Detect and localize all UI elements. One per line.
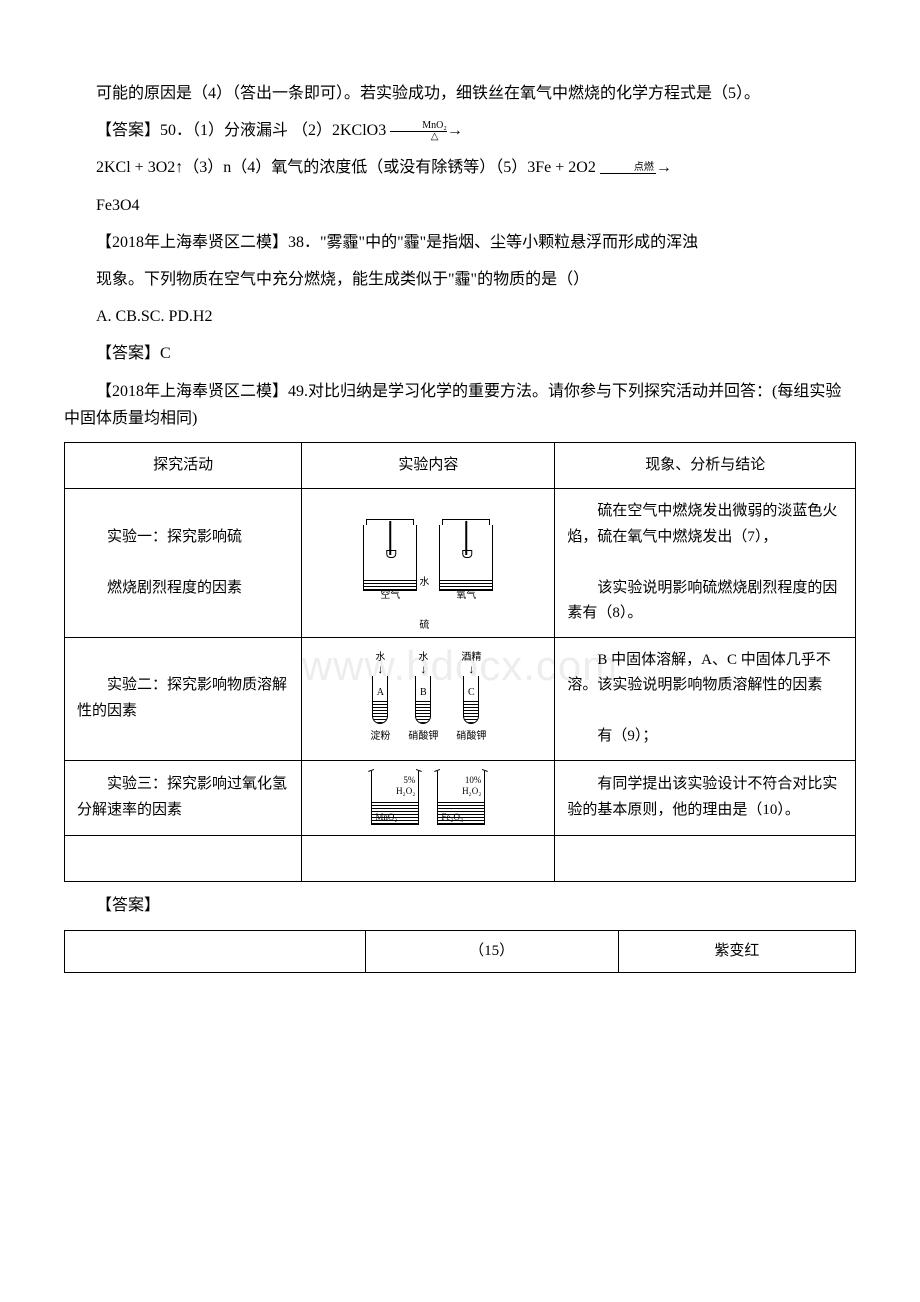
- down-arrow-icon: ↓: [420, 665, 426, 675]
- catalyst-label: MnO₂: [390, 121, 447, 131]
- reaction-condition-mno2: MnO₂ △: [390, 121, 447, 142]
- tube-b: 水 ↓ B 硝酸钾: [408, 653, 438, 746]
- result-2-text-a: B 中固体溶解，A、C 中固体几乎不溶。该实验说明影响物质溶解性的因素: [567, 648, 843, 699]
- tube-letter-b: B: [420, 684, 427, 701]
- answer-50-line2: 2KCl + 3O2↑（3）n（4）氧气的浓度低（或没有除锈等）（5）3Fe +…: [64, 154, 856, 181]
- cell-result-2: B 中固体溶解，A、C 中固体几乎不溶。该实验说明影响物质溶解性的因素 有（9）…: [555, 637, 856, 760]
- q38-line2: 现象。下列物质在空气中充分燃烧，能生成类似于"霾"的物质的是（）: [64, 266, 856, 293]
- tube-letter-c: C: [468, 684, 475, 701]
- result-2-text-b: 有（9）；: [567, 724, 843, 750]
- activity-3-text: 实验三：探究影响过氧化氢分解速率的因素: [77, 772, 289, 823]
- answer-cell-empty: [65, 930, 366, 973]
- ignite-label: 点燃: [600, 163, 656, 174]
- water-label: 水: [419, 574, 429, 591]
- activity-1-text-b: 燃烧剧烈程度的因素: [77, 576, 289, 602]
- tube-c-solute: 硝酸钾: [456, 728, 486, 745]
- jar-oxygen: 氧气: [439, 525, 493, 591]
- header-content: 实验内容: [302, 442, 555, 489]
- answer-label: 【答案】: [64, 892, 856, 919]
- cell-result-1: 硫在空气中燃烧发出微弱的淡蓝色火焰，硫在氧气中燃烧发出（7）， 该实验说明影响硫…: [555, 489, 856, 638]
- beakers-diagram: 5% H₂O₂ MnO₂ 10% H₂O₂ Fe₂O₃: [314, 771, 542, 825]
- down-arrow-icon: ↓: [377, 665, 383, 675]
- heat-label: △: [390, 131, 447, 142]
- q49-stem: 【2018年上海奉贤区二模】49.对比归纳是学习化学的重要方法。请你参与下列探究…: [64, 378, 856, 432]
- cell-activity-2: 实验二：探究影响物质溶解性的因素: [65, 637, 302, 760]
- beaker-2-catalyst: Fe₂O₃: [441, 813, 463, 822]
- activity-2-text: 实验二：探究影响物质溶解性的因素: [77, 673, 289, 724]
- beaker-1: 5% H₂O₂ MnO₂: [371, 771, 419, 825]
- cell-activity-3: 实验三：探究影响过氧化氢分解速率的因素: [65, 760, 302, 835]
- table-row-empty: [65, 835, 856, 882]
- sulfur-jars-diagram: 空气 硫 水 氧气: [314, 519, 542, 607]
- table-row: 实验三：探究影响过氧化氢分解速率的因素 5% H₂O₂ MnO₂ 10%: [65, 760, 856, 835]
- cell-activity-1: 实验一：探究影响硫 燃烧剧烈程度的因素: [65, 489, 302, 638]
- empty-cell: [302, 835, 555, 882]
- beaker-2-labels: 10% H₂O₂: [441, 775, 481, 797]
- result-1-text-b: 该实验说明影响硫燃烧剧烈程度的因素有（8）。: [567, 576, 843, 627]
- answer-50-line1: 【答案】50．（1）分液漏斗 （2）2KClO3 MnO₂ △ →: [64, 117, 856, 144]
- reaction-condition-ignite: 点燃: [600, 163, 656, 174]
- tube-c: 酒精 ↓ C 硝酸钾: [456, 653, 486, 746]
- sulfur-label: 硫: [419, 617, 429, 634]
- q38-answer: 【答案】C: [64, 340, 856, 367]
- result-1-text-a: 硫在空气中燃烧发出微弱的淡蓝色火焰，硫在氧气中燃烧发出（7），: [567, 499, 843, 550]
- tube-a: 水 ↓ A 淀粉: [370, 653, 390, 746]
- tube-a-solute: 淀粉: [370, 728, 390, 745]
- result-3-text: 有同学提出该实验设计不符合对比实验的基本原则，他的理由是（10）。: [567, 772, 843, 823]
- header-activity: 探究活动: [65, 442, 302, 489]
- down-arrow-icon: ↓: [468, 665, 474, 675]
- experiment-table: 探究活动 实验内容 现象、分析与结论 实验一：探究影响硫 燃烧剧烈程度的因素 空…: [64, 442, 856, 883]
- cell-result-3: 有同学提出该实验设计不符合对比实验的基本原则，他的理由是（10）。: [555, 760, 856, 835]
- cell-diagram-2: 水 ↓ A 淀粉 水 ↓ B 硝酸钾 酒精 ↓ C 硝酸钾: [302, 637, 555, 760]
- table-header-row: 探究活动 实验内容 现象、分析与结论: [65, 442, 856, 489]
- jar-oxygen-label: 氧气: [440, 587, 492, 604]
- arrow-icon: →: [447, 122, 463, 139]
- tubes-diagram: 水 ↓ A 淀粉 水 ↓ B 硝酸钾 酒精 ↓ C 硝酸钾: [314, 653, 542, 746]
- jar-air-label: 空气: [364, 587, 416, 604]
- tube-letter-a: A: [377, 684, 384, 701]
- empty-cell: [65, 835, 302, 882]
- beaker-1-catalyst: MnO₂: [375, 813, 397, 822]
- empty-cell: [555, 835, 856, 882]
- table-row: （15） 紫变红: [65, 930, 856, 973]
- beaker-1-labels: 5% H₂O₂: [375, 775, 415, 797]
- paragraph-intro: 可能的原因是（4）（答出一条即可）。若实验成功，细铁丝在氧气中燃烧的化学方程式是…: [64, 80, 856, 107]
- answer-cell-15: （15）: [365, 930, 618, 973]
- q38-options: A. CB.SC. PD.H2: [64, 303, 856, 330]
- document-content: 可能的原因是（4）（答出一条即可）。若实验成功，细铁丝在氧气中燃烧的化学方程式是…: [64, 80, 856, 973]
- arrow-icon: →: [656, 159, 672, 176]
- table-row: 实验二：探究影响物质溶解性的因素 水 ↓ A 淀粉 水 ↓ B 硝酸钾 酒精: [65, 637, 856, 760]
- beaker-2: 10% H₂O₂ Fe₂O₃: [437, 771, 485, 825]
- jar-air: 空气: [363, 525, 417, 591]
- activity-1-text-a: 实验一：探究影响硫: [77, 525, 289, 551]
- fe3o4-line: Fe3O4: [64, 192, 856, 219]
- cell-diagram-1: 空气 硫 水 氧气: [302, 489, 555, 638]
- header-result: 现象、分析与结论: [555, 442, 856, 489]
- answer-50-products: 2KCl + 3O2↑（3）n（4）氧气的浓度低（或没有除锈等）（5）3Fe +…: [96, 159, 596, 176]
- answer-50-prefix: 【答案】50．（1）分液漏斗 （2）2KClO3: [96, 122, 386, 139]
- tube-b-solute: 硝酸钾: [408, 728, 438, 745]
- cell-diagram-3: 5% H₂O₂ MnO₂ 10% H₂O₂ Fe₂O₃: [302, 760, 555, 835]
- q38-line1: 【2018年上海奉贤区二模】38．"雾霾"中的"霾"是指烟、尘等小颗粒悬浮而形成…: [64, 229, 856, 256]
- table-row: 实验一：探究影响硫 燃烧剧烈程度的因素 空气 硫 水: [65, 489, 856, 638]
- answer-cell-purple: 紫变红: [618, 930, 855, 973]
- answer-table: （15） 紫变红: [64, 930, 856, 974]
